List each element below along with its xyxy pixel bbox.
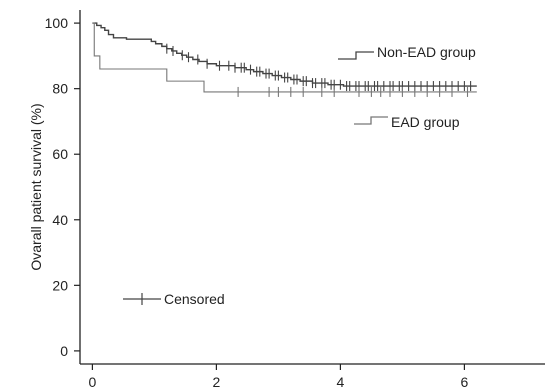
series-ead (92, 22, 477, 97)
legend-label: EAD group (391, 114, 460, 130)
y-axis-title: Ovarall patient survival (%) (28, 103, 44, 270)
x-tick-label: 4 (337, 374, 345, 390)
legend-swatch (354, 116, 388, 125)
x-tick-label: 0 (89, 374, 97, 390)
y-tick-label: 100 (45, 15, 69, 31)
y-tick-label: 0 (60, 343, 68, 359)
legend-item-ead: EAD group (354, 114, 460, 130)
y-tick-label: 40 (52, 212, 68, 228)
survival-step-line (92, 22, 477, 87)
x-tick-label: 2 (213, 374, 221, 390)
survival-step-line (92, 22, 477, 93)
x-tick-label: 6 (461, 374, 469, 390)
y-tick-label: 20 (52, 277, 68, 293)
y-tick-label: 80 (52, 81, 68, 97)
legend-label: Censored (164, 291, 225, 307)
y-tick-label: 60 (52, 146, 68, 162)
legend-item-censored: Censored (123, 291, 225, 307)
legend-item-non-ead: Non-EAD group (338, 44, 476, 60)
legend-label: Non-EAD group (377, 44, 476, 60)
series-layer (92, 22, 477, 97)
legend-swatch (338, 51, 374, 60)
axes: 0 20 40 60 80 100 0 2 4 6 Ovarall patient survival… (28, 10, 545, 390)
series-non-ead (92, 22, 477, 92)
legend: Non-EAD group EAD group Censored (123, 44, 476, 307)
